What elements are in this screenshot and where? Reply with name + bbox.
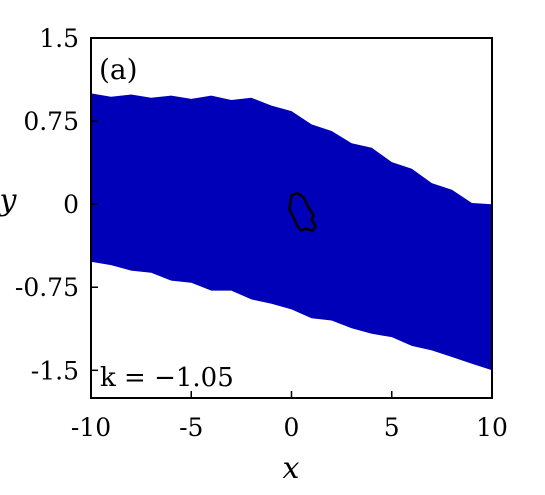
y-tick-label: -0.75	[15, 273, 79, 302]
filled-region	[91, 93, 492, 371]
x-tick-label: 5	[384, 413, 400, 442]
x-tick-label: -10	[71, 413, 111, 442]
x-ticks: -10 -5 0 5 10	[71, 391, 508, 442]
y-axis-label: y	[0, 183, 18, 218]
band-layer	[91, 93, 492, 371]
y-tick-label: -1.5	[31, 356, 79, 385]
x-axis-label: x	[283, 451, 300, 486]
x-tick-label: -5	[179, 413, 203, 442]
closed-curve	[288, 191, 317, 232]
k-annotation: k = −1.05	[100, 363, 234, 393]
y-tick-label: 0	[63, 190, 79, 219]
x-tick-label: 0	[284, 413, 300, 442]
y-tick-label: 1.5	[39, 24, 79, 53]
x-tick-label: 10	[476, 413, 508, 442]
y-ticks: 1.5 0.75 0 -0.75 -1.5	[15, 24, 98, 385]
y-tick-label: 0.75	[23, 107, 79, 136]
curve-layer	[288, 191, 317, 232]
panel-label: (a)	[99, 53, 138, 86]
